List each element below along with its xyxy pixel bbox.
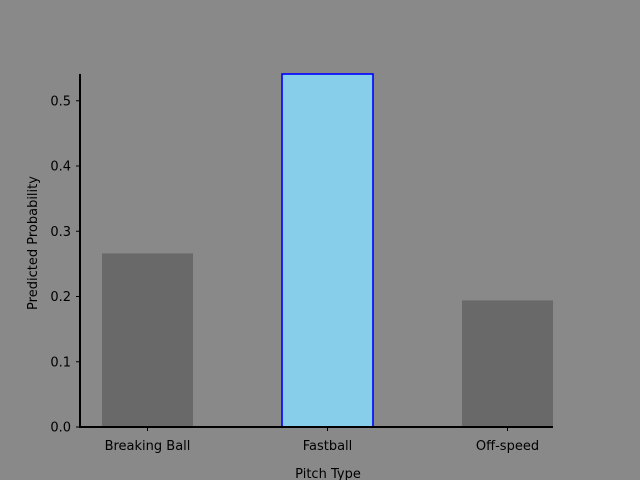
y-tick-label-5: 0.5 [50,94,71,109]
bar-breaking-ball [102,253,193,427]
bars-layer [102,73,553,428]
y-axis-label: Predicted Probability [26,176,41,310]
axes-layer [79,74,553,428]
x-axis-label: Pitch Type [295,467,361,480]
x-tick-label-off-speed: Off-speed [476,439,539,454]
y-tick-label-3: 0.3 [50,225,71,240]
y-tick-label-2: 0.2 [50,290,71,305]
bar-fastball [281,73,374,428]
bar-off-speed [462,300,553,427]
y-tick-label-0: 0.0 [50,421,71,436]
y-tick-label-1: 0.1 [50,355,71,370]
ticks-layer: Breaking Ball Fastball Off-speed 0.0 0.1 0.2 0… [50,94,539,454]
x-tick-label-fastball: Fastball [303,439,353,454]
x-tick-label-breaking-ball: Breaking Ball [105,439,191,454]
y-tick-label-4: 0.4 [50,160,71,175]
